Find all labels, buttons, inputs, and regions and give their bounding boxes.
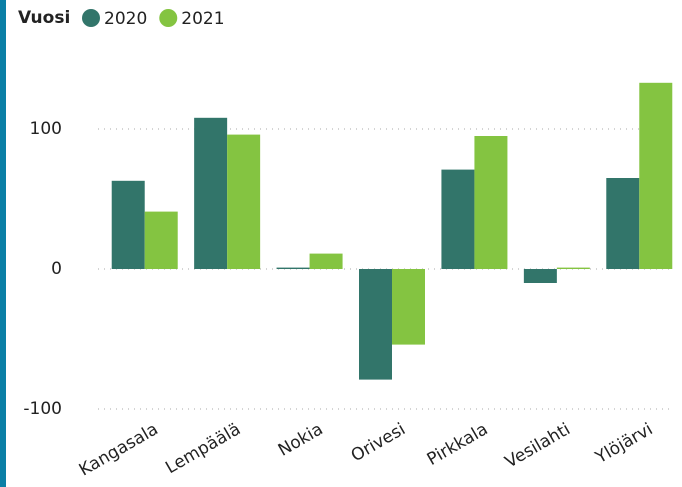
y-tick-label: 0 xyxy=(51,259,62,279)
x-tick-label: Kangasala xyxy=(76,419,162,480)
bar xyxy=(227,134,261,269)
bar xyxy=(359,269,392,380)
bar xyxy=(144,211,178,269)
bar xyxy=(111,180,145,269)
x-tick-label: Nokia xyxy=(275,419,327,460)
legend-label: 2021 xyxy=(181,9,224,29)
legend-title: Vuosi xyxy=(18,8,70,28)
legend-swatch xyxy=(82,9,100,27)
x-tick-label: Orivesi xyxy=(348,419,409,466)
accent-stripe xyxy=(0,0,6,487)
bar xyxy=(606,178,640,269)
legend-label: 2020 xyxy=(104,9,147,29)
y-tick-label: 100 xyxy=(30,119,62,139)
x-tick-label: Vesilahti xyxy=(502,419,574,472)
bar xyxy=(276,267,310,269)
bar xyxy=(309,253,343,269)
bar xyxy=(441,169,475,269)
bar xyxy=(194,117,228,269)
y-tick-label: -100 xyxy=(23,399,62,419)
bar xyxy=(392,269,425,345)
x-tick-label: Lempäälä xyxy=(162,419,244,478)
x-tick-label: Ylöjärvi xyxy=(591,419,656,468)
bar xyxy=(639,82,673,269)
x-tick-label: Pirkkala xyxy=(424,419,492,470)
legend-swatch xyxy=(159,9,178,27)
bar xyxy=(556,267,590,269)
bar xyxy=(474,136,508,269)
bar xyxy=(523,269,557,283)
